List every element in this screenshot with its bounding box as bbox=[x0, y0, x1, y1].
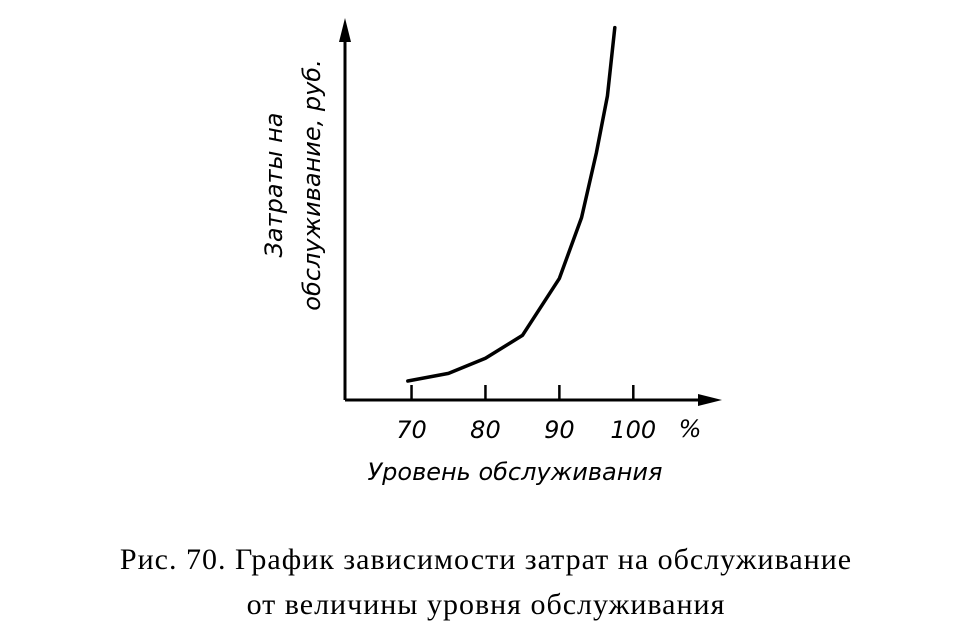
x-tick-label: 80 bbox=[470, 416, 501, 444]
curve bbox=[406, 25, 617, 383]
y-label-line: Затраты на bbox=[260, 113, 288, 258]
x-arrow bbox=[698, 394, 722, 406]
caption-line: Рис. 70. График зависимости затрат на об… bbox=[120, 543, 852, 576]
y-axis-title: Затраты на обслуживание, руб. bbox=[260, 59, 326, 310]
y-arrow bbox=[339, 18, 351, 42]
x-axis-title: Уровень обслуживания bbox=[368, 458, 663, 486]
x-tick-label: 70 bbox=[396, 416, 427, 444]
x-tick-label: 100 bbox=[610, 416, 656, 444]
caption-line: от величины уровня обслуживания bbox=[247, 588, 726, 621]
x-unit: % bbox=[679, 415, 702, 443]
y-label-line: обслуживание, руб. bbox=[298, 59, 326, 310]
x-tick-label: 90 bbox=[544, 416, 575, 444]
